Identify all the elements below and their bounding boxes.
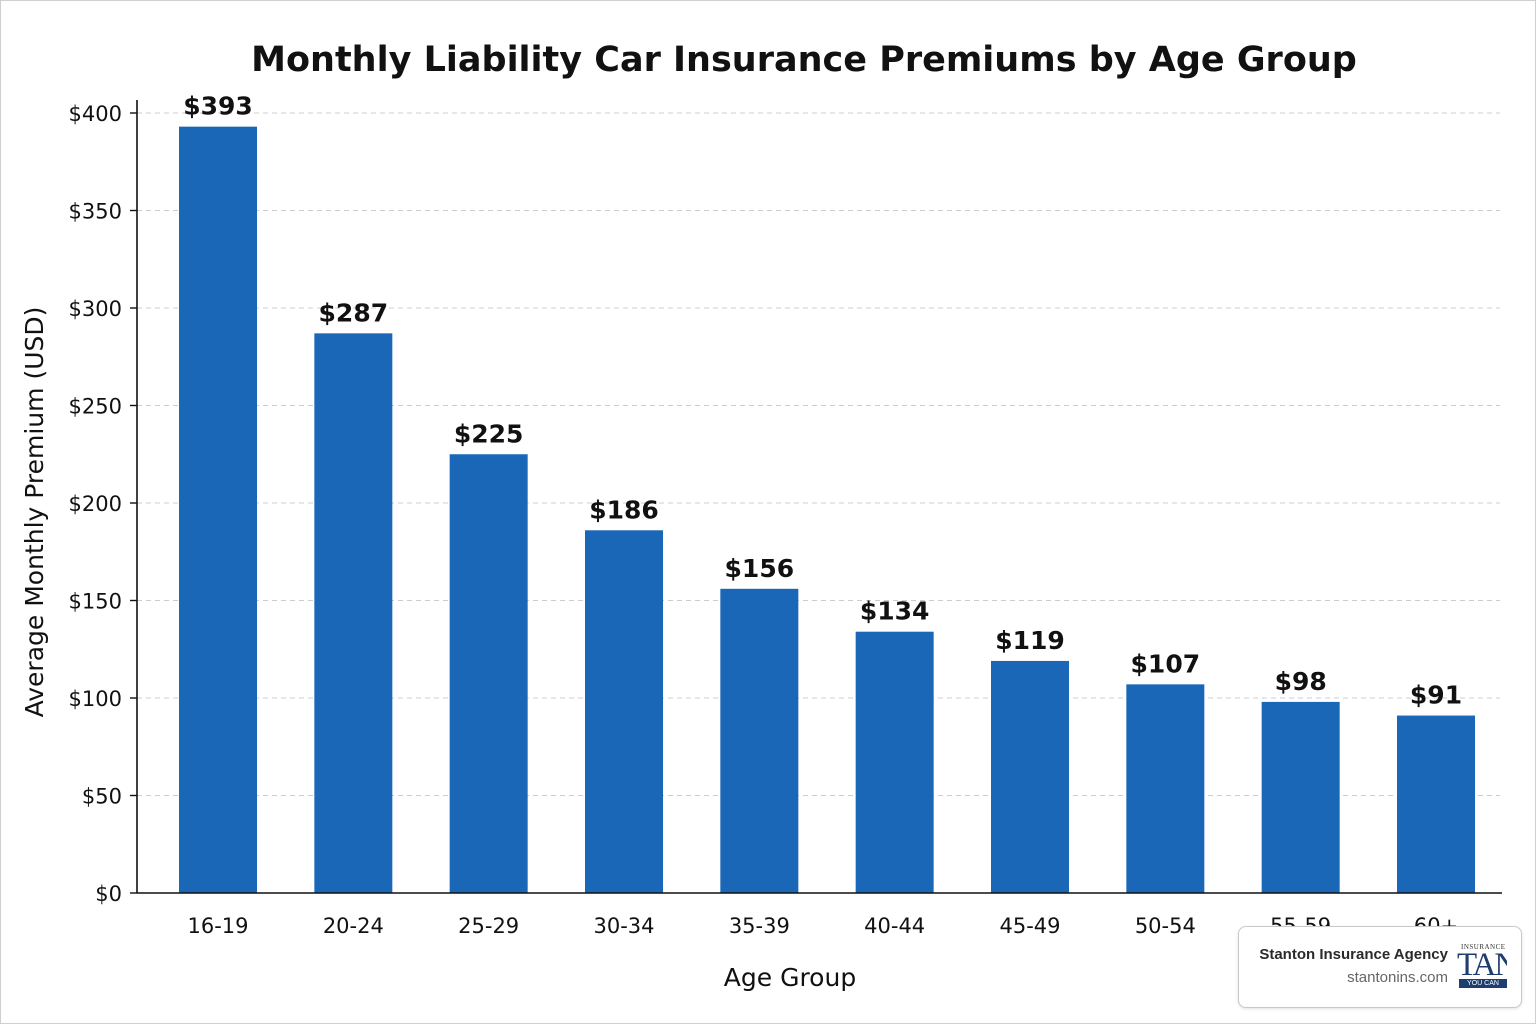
data-label: $119 (995, 626, 1065, 655)
logo-tagline: YOU CAN (1459, 979, 1507, 988)
y-tick-label: $50 (82, 785, 122, 809)
data-label: $134 (860, 597, 930, 626)
y-tick-label: $350 (69, 200, 122, 224)
x-axis-label: Age Group (724, 963, 856, 992)
y-tick-label: $250 (69, 395, 122, 419)
data-label: $156 (725, 554, 795, 583)
agency-name: Stanton Insurance Agency (1259, 946, 1448, 963)
y-tick-label: $100 (69, 687, 122, 711)
x-tick-label: 35-39 (729, 914, 790, 938)
agency-watermark: Stanton Insurance Agency stantonins.com … (1238, 926, 1522, 1008)
bars (179, 126, 1475, 894)
data-label: $107 (1131, 649, 1201, 678)
data-label: $393 (183, 92, 253, 121)
y-axis-label: Average Monthly Premium (USD) (20, 307, 49, 718)
agency-url: stantonins.com (1347, 969, 1448, 986)
y-axis-ticks: $0 $50 $100 $150 $200 $250 $300 $350 $400 (69, 102, 137, 906)
y-tick-label: $200 (69, 492, 122, 516)
data-label: $287 (319, 298, 389, 327)
bar (314, 333, 393, 894)
logo-text: TAN (1457, 947, 1507, 983)
bar (585, 530, 663, 893)
bar (1397, 715, 1475, 893)
y-tick-label: $150 (69, 590, 122, 614)
x-tick-label: 45-49 (999, 914, 1060, 938)
x-tick-label: 25-29 (458, 914, 519, 938)
bar (179, 126, 257, 893)
bar (720, 588, 799, 893)
data-label: $186 (589, 495, 659, 524)
chart-title: Monthly Liability Car Insurance Premiums… (251, 40, 1357, 80)
data-label: $98 (1275, 667, 1327, 696)
x-tick-label: 30-34 (593, 914, 654, 938)
data-label: $225 (454, 419, 524, 448)
bar (1261, 701, 1340, 893)
data-labels: $393 $287 $225 $186 $156 $134 $119 $107 $98 $91 (183, 92, 1462, 710)
x-tick-label: 40-44 (864, 914, 925, 938)
x-tick-label: 16-19 (187, 914, 248, 938)
x-tick-label: 20-24 (323, 914, 384, 938)
y-tick-label: $0 (95, 882, 122, 906)
bar (1126, 684, 1205, 893)
bar (991, 660, 1069, 893)
agency-logo: INSURANCE TAN YOU CAN (1453, 943, 1507, 989)
logo-top-text: INSURANCE (1461, 943, 1506, 951)
bar (449, 454, 528, 893)
bar (855, 631, 934, 893)
data-label: $91 (1410, 681, 1462, 710)
x-tick-label: 50-54 (1135, 914, 1196, 938)
y-tick-label: $300 (69, 297, 122, 321)
y-tick-label: $400 (69, 102, 122, 126)
